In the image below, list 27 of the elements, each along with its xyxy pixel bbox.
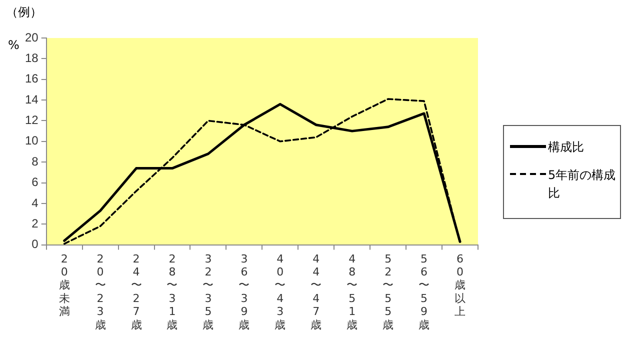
y-tick-label: 10 (24, 134, 39, 148)
y-tick-label: 2 (32, 216, 39, 230)
x-tick-label: 60歳以上 (454, 252, 466, 318)
x-tick-label: 20〜23歳 (94, 252, 106, 332)
x-tick-label: 24〜27歳 (130, 252, 142, 332)
x-tick-label: 32〜35歳 (202, 252, 214, 332)
legend-label: 5年前の構成比 (548, 167, 617, 202)
y-axis-title: % (8, 38, 20, 52)
x-tick-label: 52〜55歳 (382, 252, 394, 332)
y-tick-label: 16 (24, 72, 39, 86)
x-tick-label: 28〜31歳 (166, 252, 178, 332)
y-tick-label: 12 (24, 113, 39, 128)
y-tick-label: 18 (24, 50, 39, 65)
y-tick-label: 6 (32, 175, 39, 190)
x-tick-label: 20歳未満 (58, 252, 70, 318)
y-tick-label: 20 (24, 30, 39, 44)
y-tick-label: 8 (32, 154, 39, 168)
y-tick-label: 4 (32, 196, 39, 210)
x-tick-label: 44〜47歳 (310, 252, 322, 332)
text: （例） (6, 4, 42, 21)
legend-label: 構成比 (548, 139, 584, 156)
x-tick-label: 56〜59歳 (418, 252, 430, 332)
y-tick-label: 0 (32, 237, 39, 252)
x-tick-label: 40〜43歳 (274, 252, 286, 332)
y-tick-label: 14 (24, 92, 39, 106)
x-tick-label: 36〜39歳 (238, 252, 250, 332)
x-tick-label: 48〜51歳 (346, 252, 358, 332)
